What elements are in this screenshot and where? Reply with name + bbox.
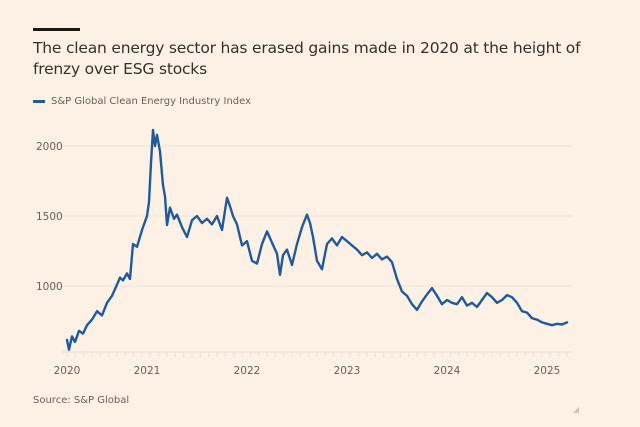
y-tick-label: 1000: [36, 281, 63, 293]
title-accent-rule: [33, 28, 80, 31]
x-tick-label: 2021: [134, 365, 161, 377]
resize-corner-icon: [573, 407, 579, 413]
y-tick-label: 2000: [36, 141, 63, 153]
y-axis: 1000 1500 2000: [36, 141, 63, 293]
x-tick-label: 2023: [334, 365, 361, 377]
series-line-clean-energy-index: [65, 128, 569, 351]
legend-label: S&P Global Clean Energy Industry Index: [51, 96, 252, 107]
legend-swatch: [33, 100, 45, 103]
x-tick-label: 2024: [434, 365, 461, 377]
x-axis: 2020 2021 2022 2023 2024 2025: [54, 351, 572, 377]
chart-title: The clean energy sector has erased gains…: [33, 39, 581, 78]
x-tick-label: 2022: [234, 365, 261, 377]
source-note: Source: S&P Global: [33, 395, 130, 406]
x-tick-label: 2025: [534, 365, 561, 377]
legend: S&P Global Clean Energy Industry Index: [33, 96, 251, 107]
x-tick-label: 2020: [54, 365, 81, 377]
y-tick-label: 1500: [36, 211, 63, 223]
series-layer: [65, 128, 569, 351]
gridlines: [62, 145, 572, 287]
